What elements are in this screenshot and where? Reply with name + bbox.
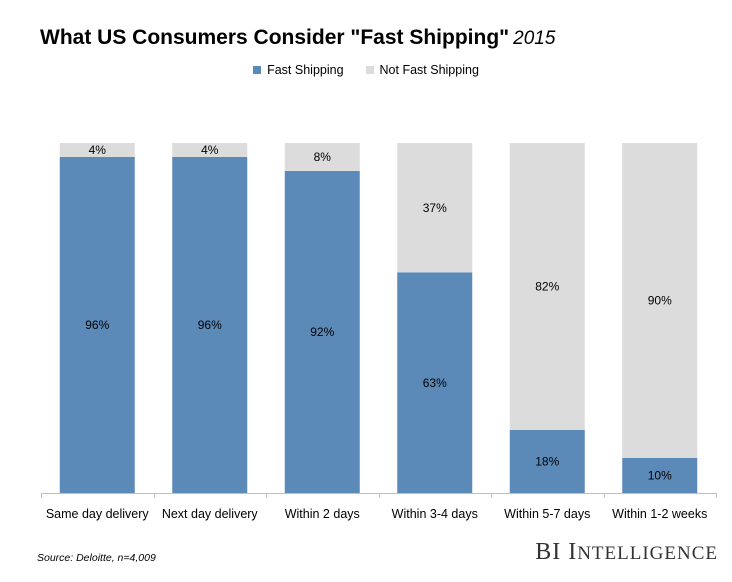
data-label-fast-shipping: 96% — [85, 318, 109, 332]
data-label-fast-shipping: 63% — [423, 376, 447, 390]
bar-not-fast-shipping — [509, 143, 585, 430]
data-label-fast-shipping: 18% — [535, 455, 559, 469]
data-label-not-fast-shipping: 37% — [423, 201, 447, 215]
bar-fast-shipping — [622, 458, 698, 493]
bar-not-fast-shipping — [622, 143, 698, 458]
x-tick-label: Within 1-2 weeks — [612, 507, 707, 521]
bar-not-fast-shipping — [59, 143, 135, 157]
x-tick-label: Next day delivery — [162, 507, 259, 521]
legend-swatch-not-fast-shipping — [365, 66, 374, 74]
chart-legend: Fast Shipping Not Fast Shipping — [0, 63, 732, 77]
data-label-not-fast-shipping: 8% — [314, 150, 332, 164]
bar-fast-shipping — [59, 157, 135, 493]
x-tick-label: Within 5-7 days — [504, 507, 590, 521]
bar-fast-shipping — [397, 272, 473, 493]
legend-item-not-fast-shipping: Not Fast Shipping — [365, 63, 479, 77]
bar-not-fast-shipping — [172, 143, 248, 157]
legend-item-fast-shipping: Fast Shipping — [253, 63, 344, 77]
bar-not-fast-shipping — [397, 143, 473, 273]
chart-title: What US Consumers Consider "Fast Shippin… — [40, 26, 555, 50]
data-label-fast-shipping: 10% — [648, 469, 672, 483]
bar-fast-shipping — [284, 171, 360, 493]
brand-logo: BI INTELLIGENCE — [535, 539, 718, 565]
chart-title-text: What US Consumers Consider "Fast Shippin… — [40, 26, 510, 49]
data-label-not-fast-shipping: 82% — [535, 280, 559, 294]
x-tick-label: Within 2 days — [285, 507, 360, 521]
data-label-fast-shipping: 96% — [198, 318, 222, 332]
data-label-not-fast-shipping: 90% — [648, 294, 672, 308]
bar-not-fast-shipping — [284, 143, 360, 171]
bar-fast-shipping — [172, 157, 248, 493]
legend-swatch-fast-shipping — [253, 66, 262, 74]
data-label-not-fast-shipping: 4% — [201, 143, 219, 157]
bar-fast-shipping — [509, 430, 585, 493]
legend-label-not-fast-shipping: Not Fast Shipping — [379, 63, 479, 77]
legend-label-fast-shipping: Fast Shipping — [267, 63, 344, 77]
data-label-not-fast-shipping: 4% — [89, 143, 107, 157]
data-label-fast-shipping: 92% — [310, 325, 334, 339]
source-note: Source: Deloitte, n=4,009 — [37, 552, 156, 564]
x-tick-label: Same day delivery — [46, 507, 150, 521]
chart-title-year: 2015 — [513, 28, 556, 49]
x-tick-label: Within 3-4 days — [392, 507, 478, 521]
